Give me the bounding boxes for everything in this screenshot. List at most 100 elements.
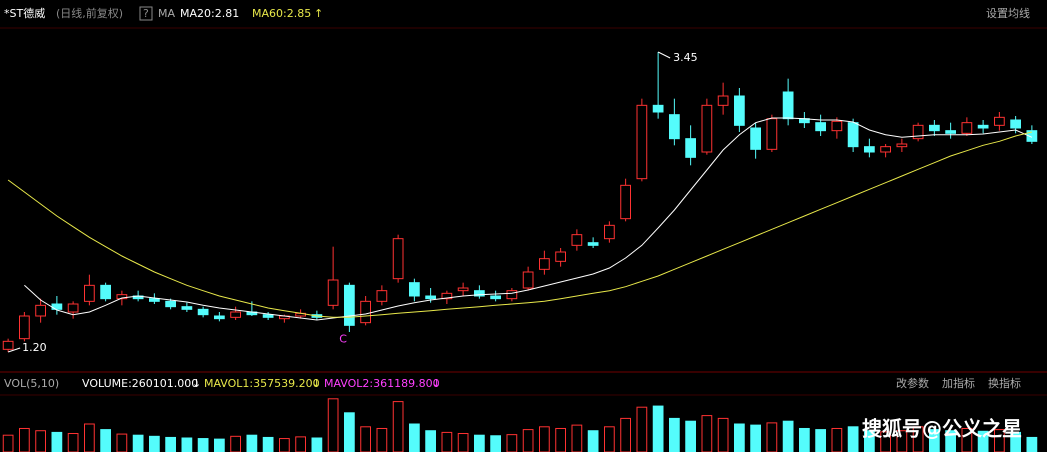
ma-arrow: ↑ [314,7,323,20]
volume-bar [425,430,436,452]
volume-bar [360,426,371,452]
volume-bar [929,429,940,452]
mavol2-label: MAVOL2:361189.800 [324,377,440,390]
candle-body [376,290,388,302]
high-label: 3.45 [673,51,698,64]
low-label: 1.20 [22,341,47,354]
candle-body [815,122,826,132]
low-pointer [7,347,21,353]
volume-bar [409,423,420,452]
candle-body [929,124,940,132]
candle-body [327,279,339,306]
candle-body [571,234,583,246]
volume-bar [994,429,1005,452]
ma-line [7,131,1033,318]
candle-body [344,284,355,326]
volume-bar [165,436,176,452]
candle-body [717,95,729,106]
volume-bar [100,429,111,452]
candle-body [100,284,111,300]
candle-body [587,242,599,246]
candle-body [750,127,761,150]
period: (日线,前复权) [56,6,123,20]
volume-bar [490,435,501,452]
candle-body [522,271,534,289]
candle-body [912,124,924,140]
ma60-label: MA60:2.85 [252,7,311,20]
volume-bar [782,420,794,452]
volume-bar [51,431,63,452]
candle-body [961,122,973,134]
candle-body [214,315,225,320]
candle-body [539,258,550,270]
candle-body [181,306,193,310]
candle-body [165,300,176,308]
candle-body [67,303,79,313]
volume-bar [84,423,95,452]
candle-body [636,104,648,180]
volume-bar [457,433,469,452]
ma20-label: MA20:2.81 [180,7,239,20]
candle-body [230,311,241,318]
candle-body [831,120,843,132]
volume-bar [376,427,388,452]
volume-bar [620,417,631,452]
volume-bar [344,412,355,452]
volume-bar [311,437,323,452]
candle-body [84,284,95,302]
volume-bar [67,433,79,452]
volume-bar [327,398,339,452]
settings-button[interactable]: 设置均线 [986,6,1030,20]
candle-body [116,294,128,300]
candle-body [197,308,209,316]
candle-body [35,304,46,317]
volume-label: VOLUME:260101.000 [82,377,198,390]
volume-bar [197,438,209,452]
help-box[interactable] [139,6,153,21]
candle-body [490,295,501,300]
candle-body [19,315,30,340]
candle-body [652,104,664,113]
volume-bar [19,427,30,452]
candle-body [896,143,908,148]
volume-bar [262,436,274,452]
button[interactable]: 换指标 [988,376,1021,390]
candle-body [766,118,778,150]
volume-bar [766,422,778,452]
plot: 3.45 1.20 C [2,51,1038,452]
volume-bar [214,438,225,452]
volume-bar [636,406,648,452]
candle-body [880,146,891,153]
volume-bar [831,427,843,452]
candle-body [604,224,615,240]
candle-body [945,130,956,134]
button[interactable]: 改参数 [896,376,929,390]
mavol1-label: MAVOL1:357539.200 [204,377,320,390]
candle-body [847,122,859,148]
volume-bar [961,427,973,452]
candle-body [262,314,274,318]
candle-body [1026,130,1038,142]
mavol2-arrow: ↓ [432,377,441,390]
volume-bar [181,437,193,452]
volume-bar [522,429,534,452]
candle-body [474,290,485,297]
volume-bar [717,417,729,452]
volume-bar [571,424,583,452]
candle-body [669,114,680,140]
help[interactable]: ? [143,7,149,20]
candle-body [1010,119,1021,129]
signal-label: C [339,332,347,345]
candle-body [409,282,420,297]
volume-bar [474,434,485,452]
candle-body [555,251,566,262]
watermark: 搜狐号@公义之星 [862,417,1022,441]
volume-bar [799,427,810,452]
volume-bar [279,438,290,452]
candle-body [51,303,63,310]
candle-body [685,138,696,158]
candle-body [392,238,404,280]
button[interactable]: 加指标 [942,376,975,390]
candle-body [734,95,745,126]
